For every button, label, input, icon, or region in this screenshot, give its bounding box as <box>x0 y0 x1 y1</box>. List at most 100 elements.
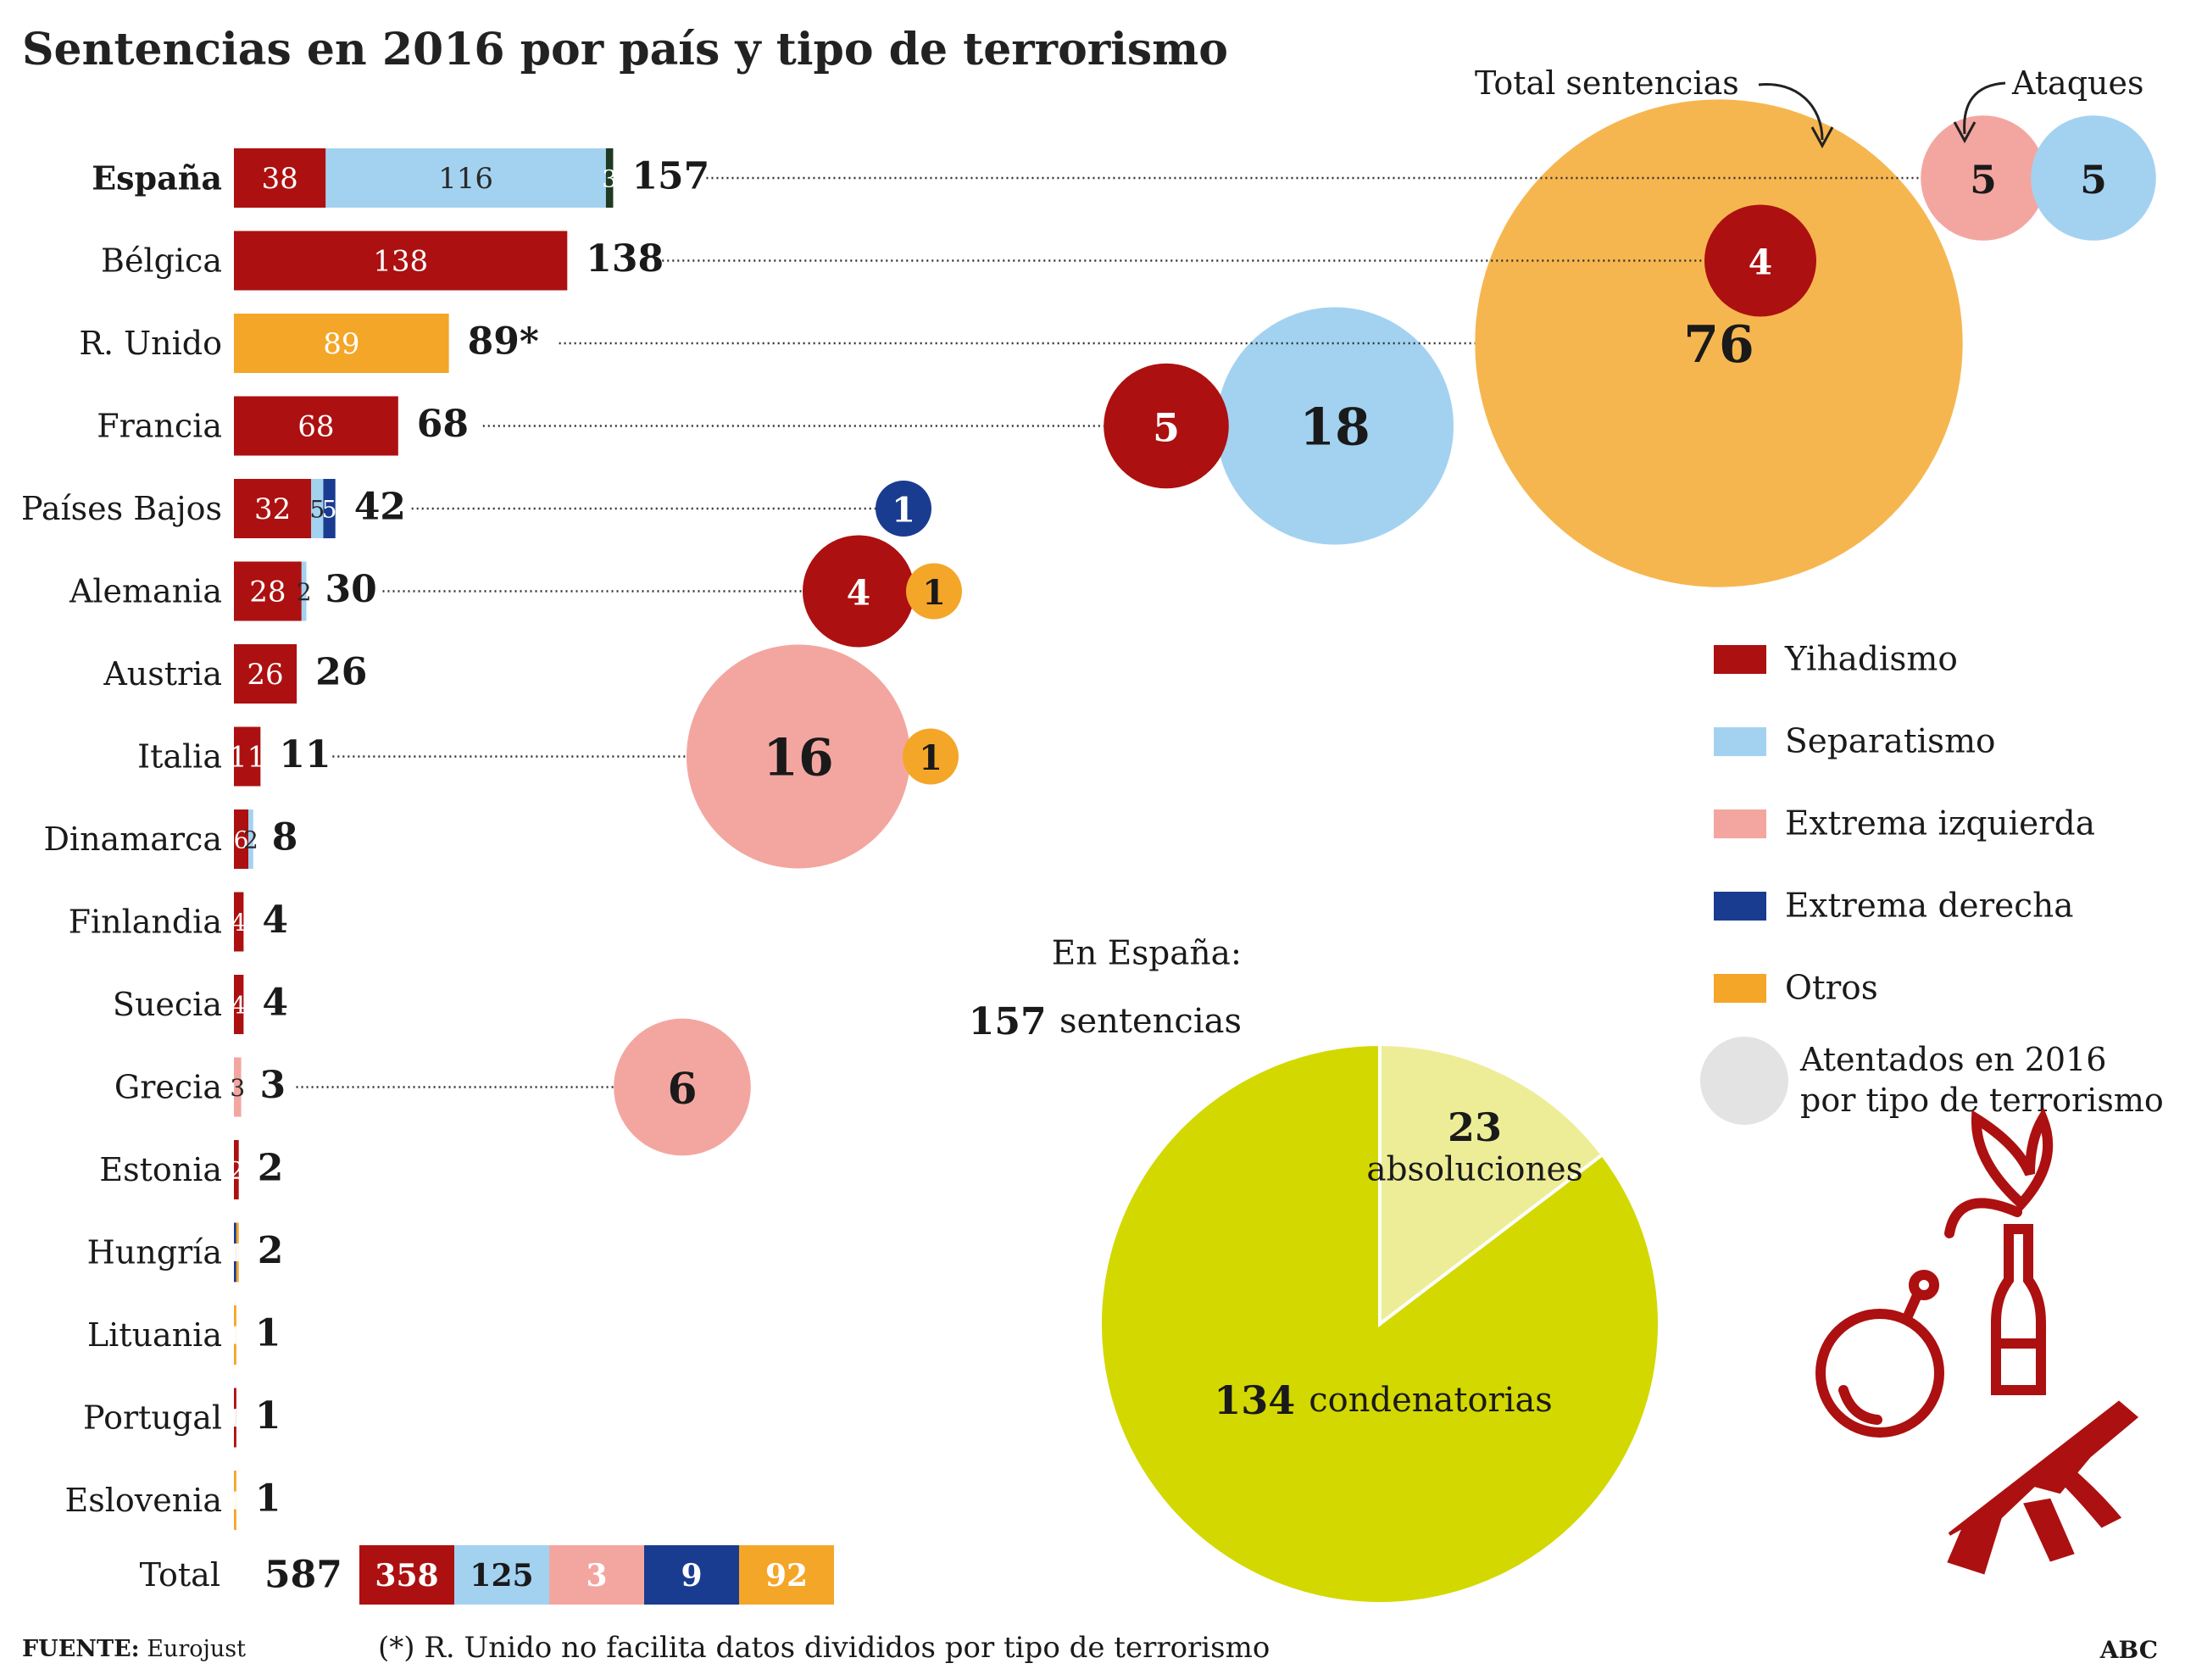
attack-bubble-label: 18 <box>1299 398 1370 458</box>
legend-swatch <box>1714 809 1766 838</box>
pie-slice <box>1098 1042 1661 1605</box>
legend-swatch <box>1714 974 1766 1003</box>
legend-label: Separatismo <box>1785 723 1996 761</box>
bar-value-label: 89 <box>323 327 359 361</box>
attack-bubble <box>876 481 931 537</box>
brand-logo: ABC <box>2099 1636 2158 1664</box>
country-label: Hungría <box>87 1234 222 1271</box>
country-label: Francia <box>97 408 222 445</box>
attack-bubble-label: 1 <box>919 738 942 778</box>
bar-value-label: 1 <box>228 1488 243 1516</box>
total-segment <box>454 1545 549 1605</box>
bar-segment <box>301 561 307 621</box>
pie-label-condenatorias: 134 condenatorias <box>1214 1377 1553 1423</box>
total-segment-label: 125 <box>470 1558 533 1594</box>
bomb-icon <box>1815 1309 1944 1438</box>
total-segment-label: 9 <box>681 1558 702 1594</box>
bar-value-label: 6 <box>234 826 249 854</box>
bar-value-label: 1 <box>230 1239 245 1267</box>
attack-bubble <box>2031 115 2156 241</box>
bar-segment <box>234 809 249 869</box>
molotov-flame-icon <box>1944 1198 2022 1238</box>
bar-segment <box>234 1057 242 1117</box>
bomb-fuse-icon <box>1902 1290 1922 1323</box>
row-total-label: 138 <box>586 237 664 281</box>
bomb-top-icon <box>1909 1270 1939 1300</box>
bar-segment <box>323 479 336 538</box>
country-label: Alemania <box>69 573 222 610</box>
bar-value-label: 3 <box>602 165 617 193</box>
annotation-total-sentencias: Total sentencias <box>1475 64 1739 102</box>
pie-title: En España: <box>1052 935 1242 973</box>
attack-bubble-label: 5 <box>1153 405 1180 451</box>
flame-icon <box>1971 1107 2054 1211</box>
annotation-ataques: Ataques <box>2011 64 2144 102</box>
attack-bubble <box>687 644 910 869</box>
row-total-label: 1 <box>255 1312 281 1355</box>
bar-value-label: 1 <box>228 1405 243 1432</box>
row-total-label: 2 <box>258 1147 284 1190</box>
legend-swatch <box>1714 727 1766 756</box>
bar-segment <box>234 892 244 952</box>
bar-value-label: 1 <box>228 1322 243 1350</box>
attack-bubble <box>903 728 959 785</box>
row-total-label: 1 <box>255 1394 281 1438</box>
bar-segment <box>234 1305 236 1365</box>
total-segment <box>359 1545 454 1605</box>
bar-segment <box>234 561 302 621</box>
country-label: Estonia <box>99 1151 222 1188</box>
bar-segment <box>234 644 297 704</box>
bar-value-label: 5 <box>309 496 325 524</box>
bar-value-label: 116 <box>438 162 493 196</box>
pie-label-value: 23 <box>1448 1104 1502 1150</box>
source-value: Eurojust <box>147 1636 246 1662</box>
arrow-curve <box>1963 81 2006 135</box>
attack-bubble <box>803 535 915 648</box>
row-total-label: 2 <box>258 1229 284 1272</box>
bar-segment <box>234 1471 236 1530</box>
attack-bubble <box>614 1018 751 1156</box>
bar-segment <box>234 726 261 787</box>
country-label: Lituania <box>87 1316 222 1354</box>
rifle-icon <box>1947 1400 2139 1575</box>
row-total-label: 11 <box>279 733 331 776</box>
country-label: Bélgica <box>101 242 222 280</box>
total-row-value: 587 <box>264 1554 342 1597</box>
row-total-label: 1 <box>255 1477 281 1521</box>
bar-value-label: 138 <box>373 245 428 279</box>
country-label: Italia <box>137 738 222 776</box>
bar-value-label: 1 <box>228 1239 243 1267</box>
attack-bubble <box>1104 363 1229 489</box>
legend-label: Extrema izquierda <box>1785 805 2095 843</box>
row-total-label: 26 <box>315 651 367 694</box>
bar-value-label: 4 <box>231 909 247 937</box>
legend-swatch <box>1714 892 1766 921</box>
bomb-shine-icon <box>1838 1385 1882 1425</box>
rifle-grip-icon <box>2057 1464 2122 1528</box>
attack-bubble-label: 4 <box>847 573 870 614</box>
source-label: FUENTE: <box>22 1636 140 1662</box>
chart-title: Sentencias en 2016 por país y tipo de te… <box>22 24 1228 75</box>
rifle-magazine-icon <box>2023 1498 2075 1562</box>
row-total-label: 4 <box>262 898 288 942</box>
country-label: Finlandia <box>69 904 222 941</box>
arrow-head <box>1810 126 1834 149</box>
total-segment <box>549 1545 644 1605</box>
country-label: Portugal <box>83 1399 222 1437</box>
country-label: Austria <box>103 655 222 693</box>
bar-segment <box>234 1388 236 1448</box>
country-label: Eslovenia <box>64 1482 222 1519</box>
bar-value-label: 2 <box>297 578 312 606</box>
attack-bubble-label: 76 <box>1683 315 1754 375</box>
footnote: (*) R. Unido no facilita datos divididos… <box>378 1631 1270 1665</box>
country-label: Grecia <box>114 1069 222 1106</box>
bar-value-label: 32 <box>254 492 291 526</box>
bar-value-label: 68 <box>297 410 334 444</box>
pie-label-text: absoluciones <box>1366 1151 1582 1189</box>
attack-bubbles <box>614 99 2156 1156</box>
row-total-label: 42 <box>354 486 406 529</box>
row-total-label: 89* <box>468 320 539 364</box>
legend-bubble-label: por tipo de terrorismo <box>1800 1082 2164 1119</box>
bar-segment <box>234 148 326 208</box>
total-segment-label: 3 <box>586 1558 607 1594</box>
